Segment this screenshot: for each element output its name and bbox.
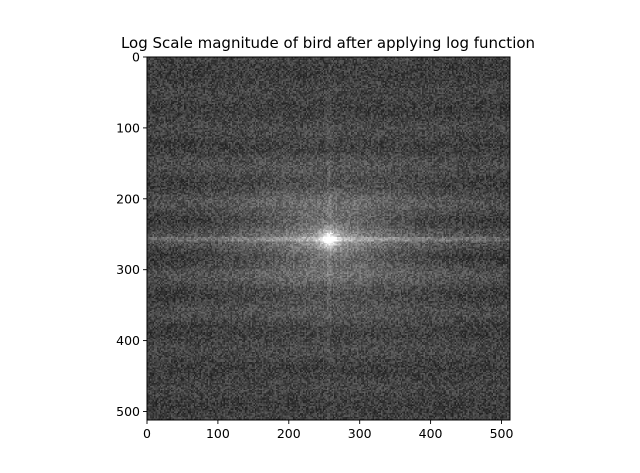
x-tick-label: 300 (348, 426, 372, 441)
y-tick-label: 100 (116, 120, 140, 135)
spectrum-image (147, 57, 510, 420)
x-tick-label: 400 (419, 426, 443, 441)
plot-frame (146, 56, 511, 421)
x-tick-label: 500 (490, 426, 514, 441)
y-axis: 0 100 200 300 400 500 (116, 50, 147, 419)
x-tick-label: 100 (206, 426, 230, 441)
x-tick-label: 200 (277, 426, 301, 441)
y-tick-label: 500 (116, 404, 140, 419)
y-tick-label: 300 (116, 262, 140, 277)
y-tick-label: 200 (116, 191, 140, 206)
chart-title: Log Scale magnitude of bird after applyi… (121, 34, 535, 52)
y-tick-label: 0 (132, 50, 140, 65)
x-tick-label: 0 (143, 426, 151, 441)
y-tick-label: 400 (116, 333, 140, 348)
x-axis: 0 100 200 300 400 500 (143, 420, 513, 441)
